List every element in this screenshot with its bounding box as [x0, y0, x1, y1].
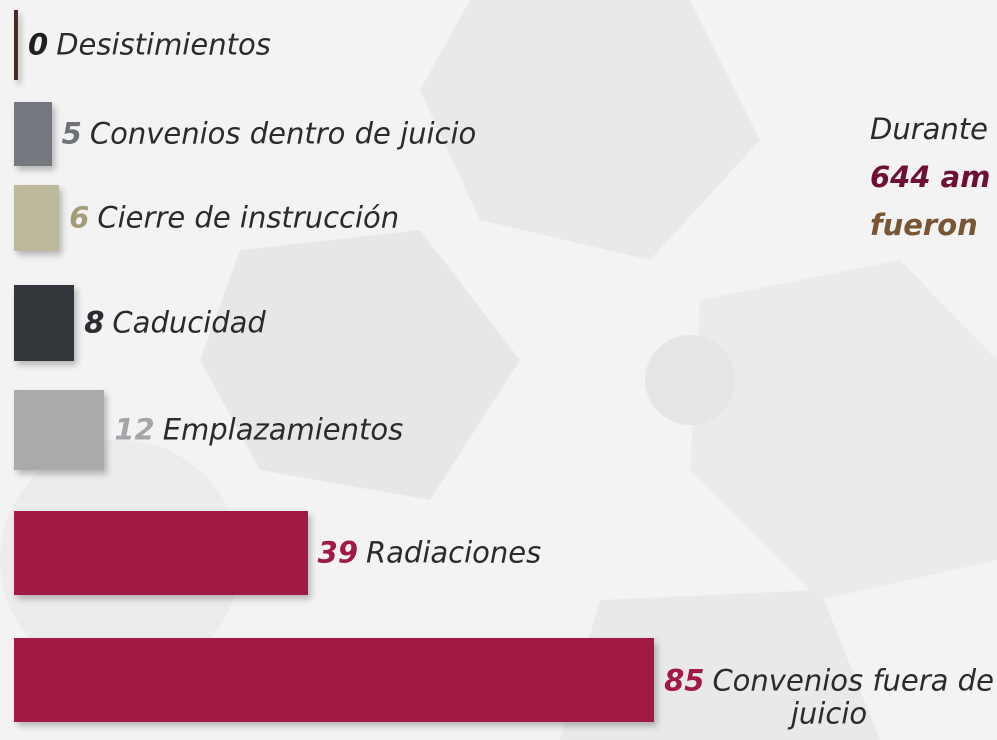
data-label: 8 Caducidad	[84, 306, 266, 339]
data-label: 5 Convenios dentro de juicio	[62, 117, 477, 150]
value-label: 6	[69, 200, 90, 235]
data-label: 85 Convenios fuera de juicio	[664, 663, 994, 732]
category-label: Radiaciones	[366, 535, 542, 570]
bar	[14, 10, 18, 80]
data-label: 12 Emplazamientos	[114, 413, 403, 446]
bar	[14, 390, 105, 470]
bar	[14, 638, 654, 722]
data-label: 39 Radiaciones	[318, 536, 542, 569]
value-label: 0	[28, 27, 49, 62]
value-label: 8	[84, 305, 105, 340]
category-label: Desistimientos	[56, 27, 271, 62]
value-label: 39	[317, 535, 358, 570]
side-note: 644 am	[870, 160, 991, 194]
side-note: Durante	[870, 112, 988, 146]
category-label: Cierre de instrucción	[97, 200, 400, 235]
category-label: Emplazamientos	[162, 412, 404, 447]
bar	[14, 285, 75, 361]
bar	[14, 185, 60, 251]
data-label: 6 Cierre de instrucción	[69, 201, 399, 234]
value-label: 85	[664, 663, 705, 698]
data-label: 0 Desistimientos	[28, 28, 271, 61]
bar	[14, 102, 52, 166]
category-label: Caducidad	[112, 305, 266, 340]
category-label: Convenios dentro de juicio	[89, 116, 477, 151]
value-label: 5	[61, 116, 82, 151]
side-note: fueron	[870, 208, 978, 242]
category-label: Convenios fuera de juicio	[712, 663, 994, 731]
value-label: 12	[114, 412, 155, 447]
bar	[14, 511, 308, 595]
